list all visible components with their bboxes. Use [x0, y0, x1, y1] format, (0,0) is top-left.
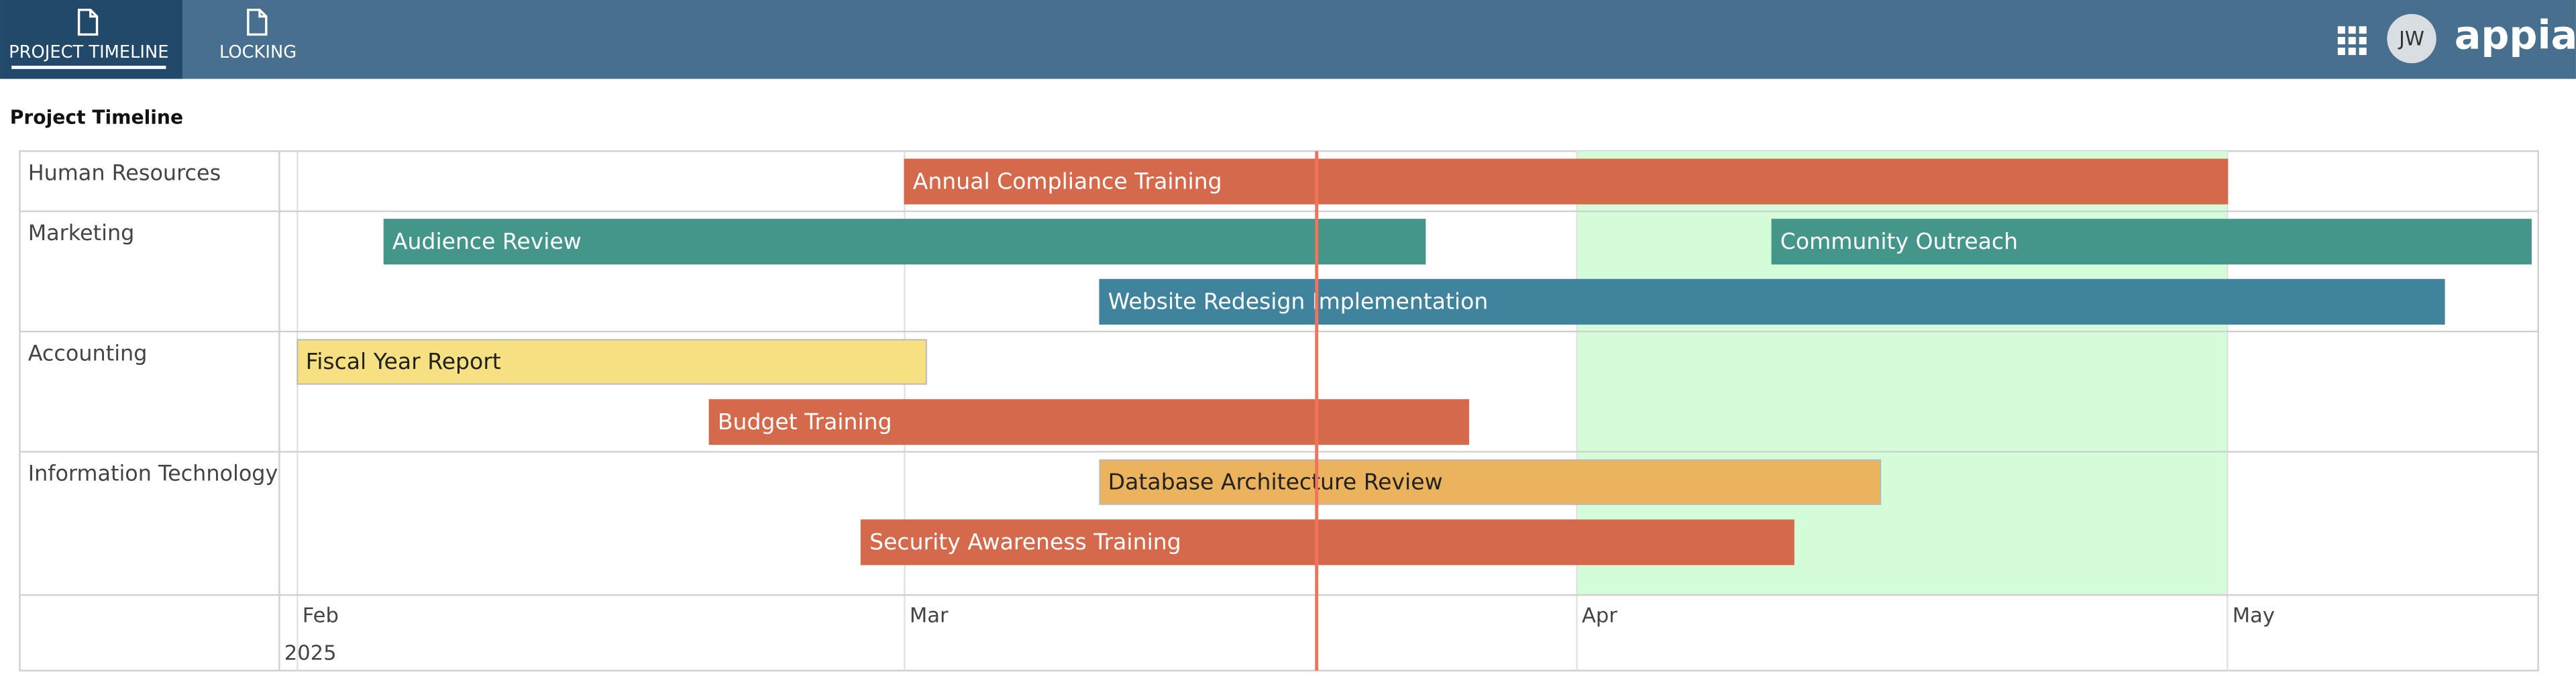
task-bar	[383, 219, 1426, 265]
tab-project-timeline[interactable]: PROJECT TIMELINE	[0, 0, 182, 79]
group-label: Human Resources	[28, 160, 221, 186]
tab-underline	[11, 65, 166, 69]
task-label: Database Architecture Review	[1108, 468, 1443, 494]
task-label: Security Awareness Training	[869, 529, 1181, 555]
group-label: Marketing	[28, 220, 135, 246]
task-bar	[904, 158, 2229, 205]
avatar[interactable]: JW	[2387, 13, 2436, 64]
apps-icon[interactable]	[2337, 26, 2367, 56]
task-label: Community Outreach	[1780, 228, 2018, 254]
task-label: Fiscal Year Report	[306, 348, 501, 374]
tab-label: LOCKING	[219, 42, 297, 62]
group-label: Information Technology	[28, 461, 278, 486]
tab-locking[interactable]: LOCKING	[219, 8, 297, 62]
group-label: Accounting	[28, 340, 148, 366]
x-tick-label: May	[2233, 604, 2275, 627]
task-bar	[1099, 459, 1882, 505]
avatar-circle	[2387, 13, 2436, 64]
task-bar	[860, 519, 1794, 566]
task-label: Website Redesign Implementation	[1108, 288, 1489, 315]
chart-title: Project Timeline	[10, 106, 183, 128]
logo: appian	[2455, 11, 2576, 58]
avatar-initials: JW	[2398, 27, 2424, 50]
task-label: Annual Compliance Training	[913, 168, 1222, 194]
year-label: 2025	[284, 642, 337, 665]
x-tick-label: Apr	[1582, 604, 1617, 627]
x-tick-label: Mar	[910, 604, 949, 627]
timeline: Feb Mar Apr May 2025 Human Resources Annual Co…	[19, 150, 2539, 671]
x-tick-label: Feb	[303, 604, 339, 627]
task-bar	[1099, 278, 2445, 325]
doc-icon	[247, 8, 268, 36]
task-bar	[1771, 219, 2532, 265]
doc-icon	[77, 8, 99, 36]
task-bar	[708, 399, 1469, 445]
task-label: Audience Review	[392, 228, 582, 254]
task-bar	[297, 339, 927, 385]
tab-label: PROJECT TIMELINE	[9, 42, 168, 62]
task-label: Budget Training	[718, 409, 892, 435]
header-bar	[0, 0, 2576, 79]
